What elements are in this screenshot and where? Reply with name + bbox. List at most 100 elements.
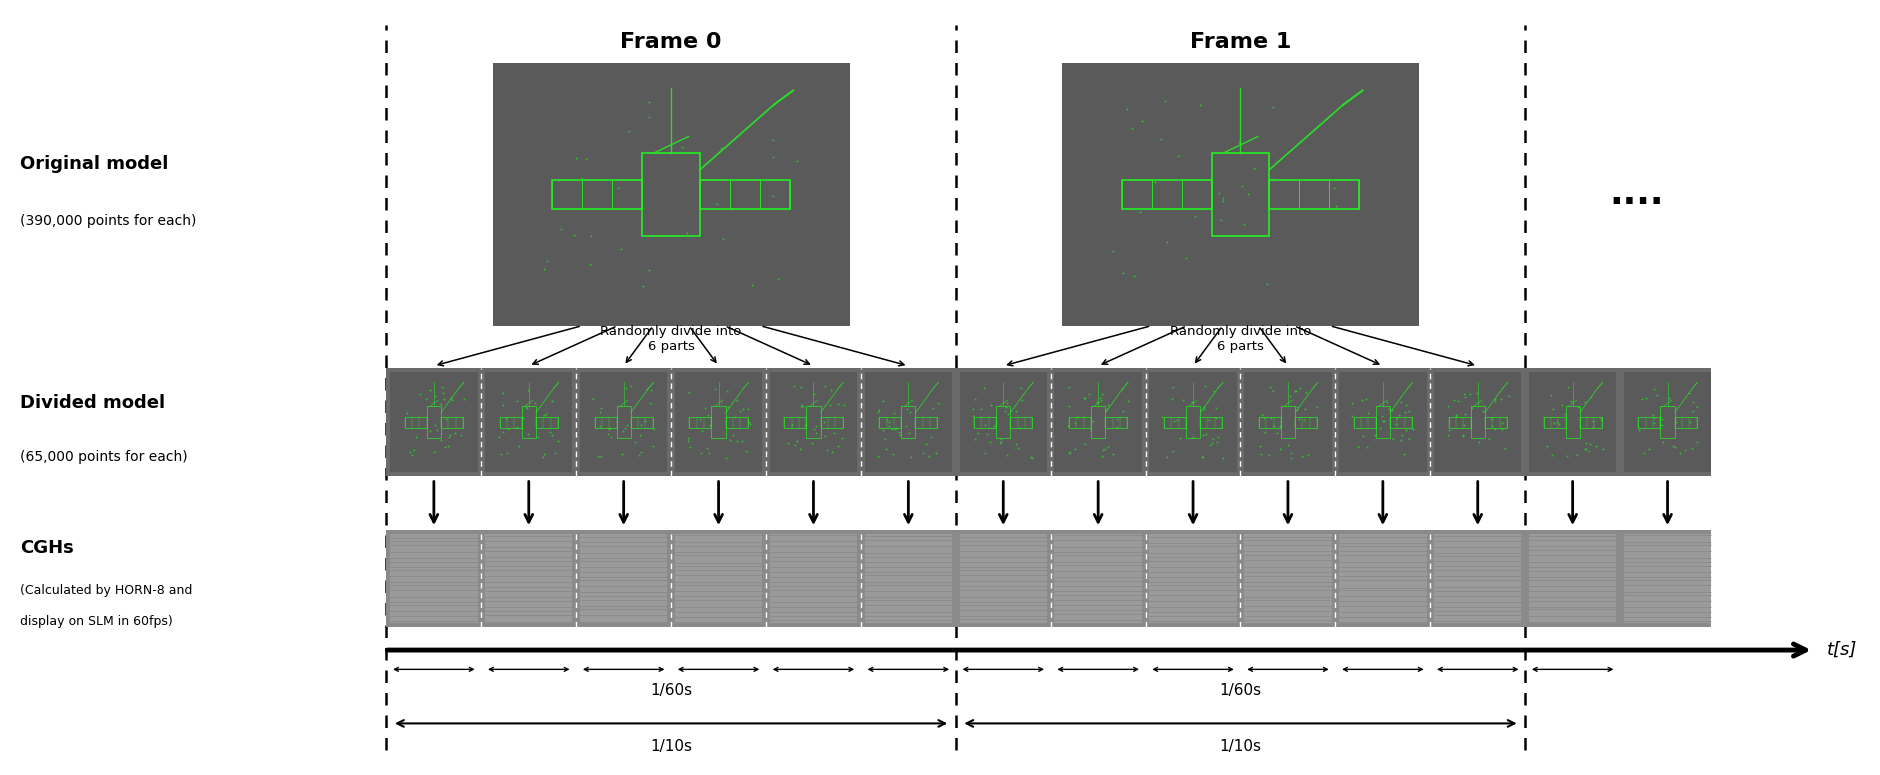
Point [696, 419, 726, 432]
Point [788, 401, 818, 413]
Point [1468, 405, 1498, 418]
Point [1263, 443, 1293, 455]
Point [1372, 403, 1402, 415]
Point [1089, 443, 1119, 455]
Point [1367, 409, 1397, 422]
Point [1378, 433, 1408, 446]
Point [521, 397, 551, 409]
Point [782, 434, 812, 446]
Bar [1243, 534, 1331, 623]
Bar [485, 534, 572, 623]
Point [880, 423, 910, 436]
Point [1284, 413, 1314, 425]
Point [790, 418, 820, 431]
Point [1645, 412, 1675, 425]
Point [1186, 451, 1216, 463]
Text: 1/60s: 1/60s [1218, 684, 1261, 698]
Bar [1470, 406, 1483, 438]
Point [513, 428, 543, 440]
Point [1158, 445, 1188, 457]
Point [686, 446, 716, 459]
Point [961, 393, 991, 405]
Point [1480, 423, 1510, 436]
Point [1448, 429, 1478, 441]
Point [867, 395, 897, 408]
Point [976, 398, 1006, 411]
Point [1480, 395, 1510, 408]
Point [1156, 392, 1186, 405]
Point [1239, 162, 1269, 174]
Point [1107, 383, 1137, 395]
Point [1376, 404, 1406, 416]
Point [1070, 438, 1100, 450]
Point [1201, 412, 1231, 425]
Point [436, 392, 466, 405]
Point [827, 432, 857, 444]
Point [923, 397, 953, 409]
Point [1359, 429, 1389, 441]
Bar [1528, 372, 1615, 473]
Point [410, 393, 440, 405]
Point [1250, 277, 1280, 290]
Point [1658, 439, 1688, 452]
Point [1004, 422, 1034, 434]
Point [1002, 442, 1032, 454]
Point [1111, 102, 1141, 115]
Point [1151, 236, 1181, 249]
Point [1111, 394, 1141, 407]
Point [632, 383, 662, 395]
Point [891, 403, 921, 415]
Point [1476, 413, 1506, 425]
Point [639, 423, 669, 436]
Point [1448, 419, 1478, 432]
Point [1449, 408, 1480, 420]
Point [686, 425, 716, 437]
Point [1246, 447, 1277, 460]
Text: (390,000 points for each): (390,000 points for each) [21, 215, 196, 229]
Bar [690, 417, 711, 428]
Point [1647, 436, 1677, 448]
Bar [485, 372, 572, 473]
Point [635, 397, 666, 409]
Point [577, 393, 607, 405]
Point [1196, 436, 1226, 449]
Point [713, 385, 743, 398]
Point [690, 402, 720, 415]
Point [1637, 417, 1668, 429]
Point [963, 426, 993, 439]
Point [1581, 439, 1611, 452]
Point [705, 141, 735, 153]
Point [908, 446, 938, 459]
Bar [594, 417, 617, 428]
Point [628, 279, 658, 291]
Point [1194, 414, 1224, 426]
Bar [1339, 372, 1425, 473]
Point [607, 448, 637, 460]
Point [1207, 191, 1237, 204]
Point [1542, 415, 1572, 428]
Point [983, 436, 1013, 449]
Point [594, 423, 624, 436]
Point [1384, 409, 1414, 422]
Point [720, 411, 750, 423]
Bar [699, 181, 790, 208]
Bar [1149, 534, 1235, 623]
Point [489, 387, 519, 399]
Point [991, 401, 1021, 413]
Point [694, 408, 724, 421]
Point [1177, 431, 1207, 443]
Bar [1055, 372, 1141, 473]
Point [1149, 95, 1179, 107]
Point [1476, 419, 1506, 432]
Point [1352, 407, 1382, 419]
Point [863, 404, 893, 416]
Point [957, 403, 987, 415]
Point [560, 152, 590, 164]
Point [1175, 395, 1205, 408]
Point [1087, 388, 1117, 401]
Point [692, 443, 722, 455]
Point [528, 408, 558, 421]
Point [1290, 386, 1320, 398]
Point [558, 229, 588, 241]
Point [993, 408, 1023, 420]
